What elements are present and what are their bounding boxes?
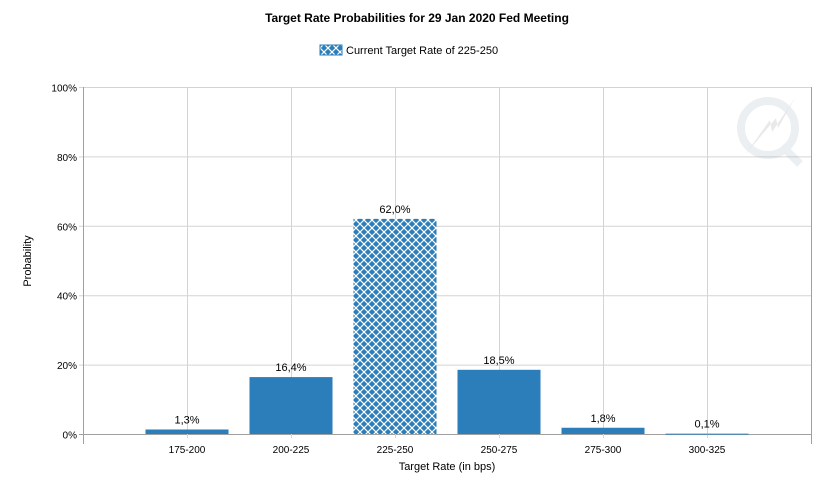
- y-tick-label: 0%: [63, 431, 78, 442]
- x-axis-title: Target Rate (in bps): [399, 461, 496, 473]
- bar-300-325: [665, 433, 749, 435]
- bar-250-275: [457, 369, 541, 434]
- chart-title: Target Rate Probabilities for 29 Jan 202…: [265, 11, 569, 25]
- data-label: 62,0%: [379, 204, 410, 216]
- data-label: 0,1%: [694, 419, 719, 431]
- y-tick-label: 40%: [57, 292, 77, 303]
- y-axis-title: Probability: [22, 235, 34, 287]
- y-tick-label: 20%: [57, 361, 77, 372]
- y-tick-label: 100%: [51, 84, 77, 95]
- legend-label: Current Target Rate of 225-250: [346, 45, 498, 57]
- legend: Current Target Rate of 225-250: [319, 44, 498, 57]
- data-label: 18,5%: [483, 355, 514, 367]
- x-tick-label: 175-200: [169, 445, 206, 456]
- data-label: 1,3%: [174, 414, 199, 426]
- data-label: 1,8%: [590, 413, 615, 425]
- y-tick-label: 80%: [57, 153, 77, 164]
- x-tick-label: 300-325: [689, 445, 726, 456]
- legend-swatch: [319, 44, 343, 56]
- bar-275-300: [561, 427, 645, 434]
- data-label: 16,4%: [275, 362, 306, 374]
- bar-200-225: [249, 377, 333, 434]
- x-tick-label: 275-300: [585, 445, 622, 456]
- x-tick-label: 250-275: [481, 445, 518, 456]
- watermark-logo: [737, 97, 803, 167]
- bar-175-200: [145, 429, 229, 434]
- y-tick-label: 60%: [57, 222, 77, 233]
- x-tick-label: 200-225: [273, 445, 310, 456]
- bar-225-250: [353, 218, 437, 434]
- x-tick-label: 225-250: [377, 445, 414, 456]
